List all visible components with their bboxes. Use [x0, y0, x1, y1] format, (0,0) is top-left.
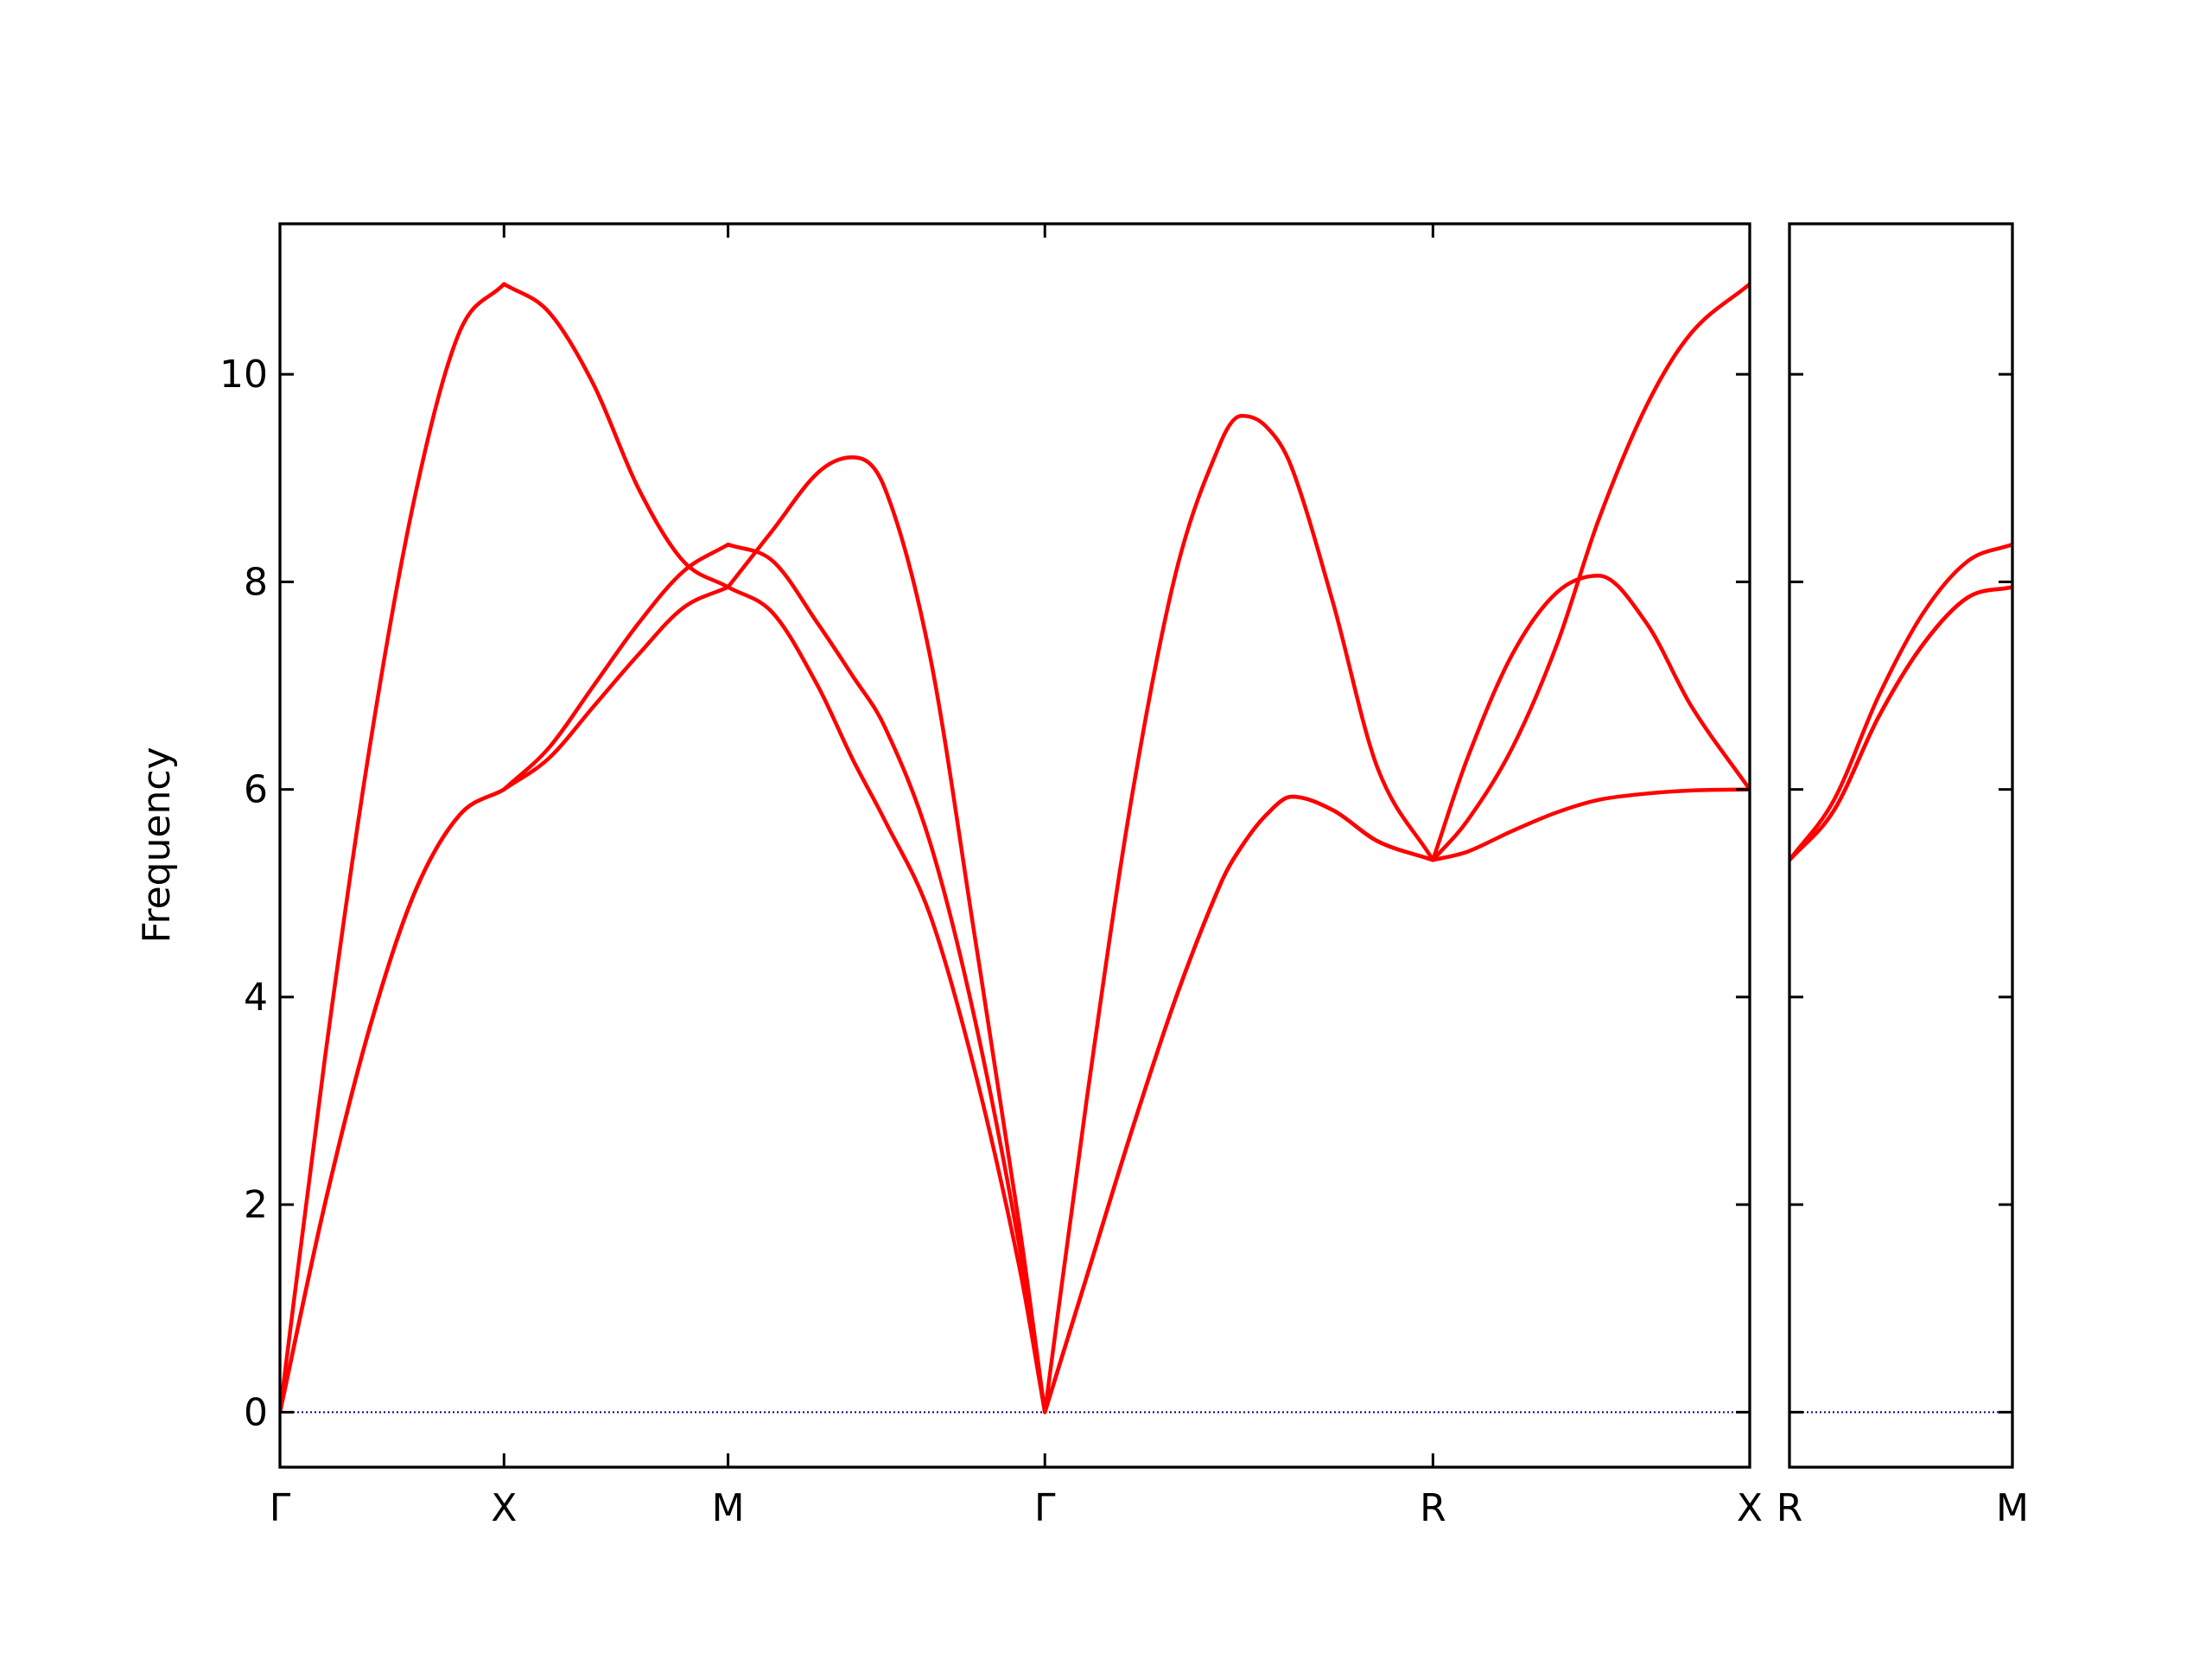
- y-axis-label: Frequency: [135, 747, 179, 943]
- band-line: [1789, 585, 2012, 861]
- plot-frame: [278, 222, 1751, 1469]
- band-line: [1789, 543, 2012, 861]
- plot-frame: [1788, 222, 2014, 1469]
- x-tick-label: X: [1737, 1486, 1763, 1530]
- band-line: [280, 542, 1750, 1414]
- y-tick-label: 10: [219, 353, 268, 397]
- x-tick-label: M: [712, 1486, 745, 1530]
- y-tick-label: 6: [244, 768, 268, 812]
- band-line: [280, 282, 1750, 1414]
- y-tick-label: 4: [244, 976, 268, 1020]
- x-tick-label: Γ: [1034, 1486, 1056, 1530]
- x-tick-label: X: [491, 1486, 517, 1530]
- x-tick-label: Γ: [270, 1486, 291, 1530]
- x-tick-label: R: [1420, 1486, 1446, 1530]
- band-line: [280, 585, 1750, 1414]
- x-tick-label: M: [1996, 1486, 2029, 1530]
- y-tick-label: 8: [244, 560, 268, 604]
- y-tick-label: 0: [244, 1390, 268, 1434]
- y-tick-label: 2: [244, 1183, 268, 1227]
- x-tick-label: R: [1777, 1486, 1803, 1530]
